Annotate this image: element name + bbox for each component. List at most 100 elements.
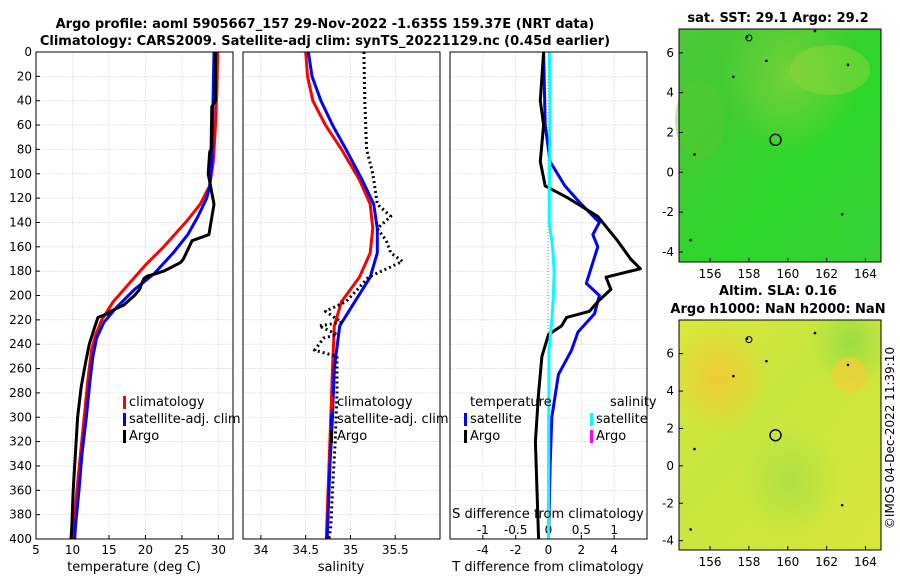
y-tick-label: 200 [9, 289, 32, 303]
island-outline [745, 34, 753, 42]
map-x-tick-label: 162 [815, 267, 838, 281]
map-x-tick-label: 164 [854, 267, 877, 281]
legend-title-temperature: temperature [470, 395, 552, 410]
top-tick-label: -1 [477, 523, 489, 537]
legend-swatch-t-argo [464, 430, 467, 443]
x-tick-label: 4 [610, 543, 618, 557]
legend-swatch-climatology [330, 396, 333, 409]
y-tick-label: 160 [9, 240, 32, 254]
salinity-axes-frame [242, 51, 441, 540]
series-line-argo [69, 52, 217, 540]
y-tick-label: 40 [17, 94, 32, 108]
x-tick-label: 35.5 [382, 543, 409, 557]
map-y-tick-label: 0 [666, 165, 674, 179]
x-tick-label: 10 [65, 543, 80, 557]
legend-label-t-argo: Argo [470, 429, 500, 444]
map-y-tick-label: 2 [666, 421, 674, 435]
x-tick-label: 20 [138, 543, 153, 557]
island-marker [693, 153, 696, 156]
argo-float-position-marker [769, 133, 782, 147]
difference-legend: temperature satellite Argo salinity sate… [464, 395, 657, 444]
temperature-legend: climatology satellite-adj. clim Argo [123, 395, 241, 444]
series-line-argo [313, 51, 404, 540]
y-tick-label: 100 [9, 167, 32, 181]
sst-map-panel: sat. SST: 29.1 Argo: 29.2 156 158 160 162 16… [662, 11, 882, 281]
legend-title-salinity: salinity [610, 395, 657, 410]
salinity-legend: climatology satellite-adj. clim Argo [330, 395, 449, 444]
island-marker [846, 63, 850, 67]
island-marker [732, 374, 735, 378]
map-x-tick-label: 160 [776, 267, 799, 281]
sst-patch [790, 45, 870, 95]
figure-title-line1: Argo profile: aoml 5905667_157 29-Nov-20… [56, 17, 595, 32]
top-tick-label: 0.5 [572, 523, 591, 537]
y-tick-label: 300 [9, 410, 32, 424]
legend-label-satellite: satellite-adj. clim [129, 412, 241, 427]
map-y-tick-label: -2 [662, 205, 674, 219]
salinity-panel: 34 34.5 35 35.5 salinity climatology satell… [242, 51, 449, 575]
map-y-tick-label: 2 [666, 126, 674, 140]
island-marker [689, 238, 692, 242]
y-tick-label: 280 [9, 386, 32, 400]
y-tick-label: 340 [9, 459, 32, 473]
island-marker [840, 212, 844, 216]
legend-label-s-satellite: satellite [596, 412, 648, 427]
x-tick-label: 25 [174, 543, 189, 557]
y-tick-label: 400 [9, 532, 32, 546]
y-tick-label: 80 [17, 142, 32, 156]
y-tick-label: 140 [9, 215, 32, 229]
sst-map-title: sat. SST: 29.1 Argo: 29.2 [687, 11, 868, 26]
map-y-tick-label: 4 [666, 86, 674, 100]
y-tick-label: 120 [9, 191, 32, 205]
legend-label-s-argo: Argo [596, 429, 626, 444]
map-y-tick-label: 0 [666, 459, 674, 473]
legend-swatch-climatology [123, 396, 126, 409]
x-tick-label: 0 [545, 543, 553, 557]
island-marker [765, 359, 768, 363]
island-marker [693, 447, 696, 451]
map-x-tick-label: 162 [815, 555, 838, 569]
map-y-tick-label: 6 [666, 46, 674, 60]
argo-float-position-marker [769, 429, 782, 442]
temperature-panel: 5 10 15 20 25 30 0 20 40 60 80 100 120 140 160 180 200 2… [9, 45, 241, 575]
x-tick-label: 15 [101, 543, 116, 557]
map-x-tick-label: 158 [737, 555, 760, 569]
map-y-tick-label: 4 [666, 384, 674, 398]
legend-label-argo: Argo [129, 429, 159, 444]
s-difference-xlabel: S difference from climatology [452, 507, 644, 522]
map-y-tick-label: -2 [662, 496, 674, 510]
x-tick-label: 34.5 [292, 543, 319, 557]
island-marker [765, 59, 768, 63]
y-tick-label: 360 [9, 483, 32, 497]
altimetry-map-subtitle: Argo h1000: NaN h2000: NaN [670, 302, 885, 317]
y-tick-label: 260 [9, 362, 32, 376]
sst-map-frame [678, 28, 882, 263]
island-marker [846, 363, 850, 367]
x-tick-label: -4 [477, 543, 489, 557]
figure-title-line2: Climatology: CARS2009. Satellite-adj cli… [40, 34, 610, 49]
legend-swatch-argo [123, 430, 126, 443]
island-marker [732, 75, 735, 79]
legend-label-satellite: satellite-adj. clim [337, 412, 449, 427]
map-x-tick-label: 156 [699, 267, 722, 281]
map-x-tick-label: 158 [737, 267, 760, 281]
x-tick-label: -2 [510, 543, 522, 557]
legend-label-argo: Argo [337, 429, 367, 444]
legend-label-climatology: climatology [129, 395, 205, 410]
legend-swatch-s-satellite [590, 413, 593, 426]
top-tick-label: -0.5 [504, 523, 527, 537]
top-tick-label: 1 [610, 523, 618, 537]
legend-swatch-t-satellite [464, 413, 467, 426]
island-outline [745, 336, 753, 344]
difference-panel: -4 -2 0 2 4 -1 -0.5 0 0.5 1 S difference from cl… [449, 51, 657, 575]
legend-label-climatology: climatology [337, 395, 413, 410]
altimetry-map-panel: Altim. SLA: 0.16 Argo h1000: NaN h2000: … [662, 284, 886, 569]
island-marker [689, 528, 692, 531]
y-tick-label: 220 [9, 313, 32, 327]
map-x-tick-label: 160 [776, 555, 799, 569]
series-line-temperature-satellite [542, 51, 601, 540]
y-tick-label: 180 [9, 264, 32, 278]
legend-swatch-satellite [330, 413, 333, 426]
y-tick-label: 240 [9, 337, 32, 351]
